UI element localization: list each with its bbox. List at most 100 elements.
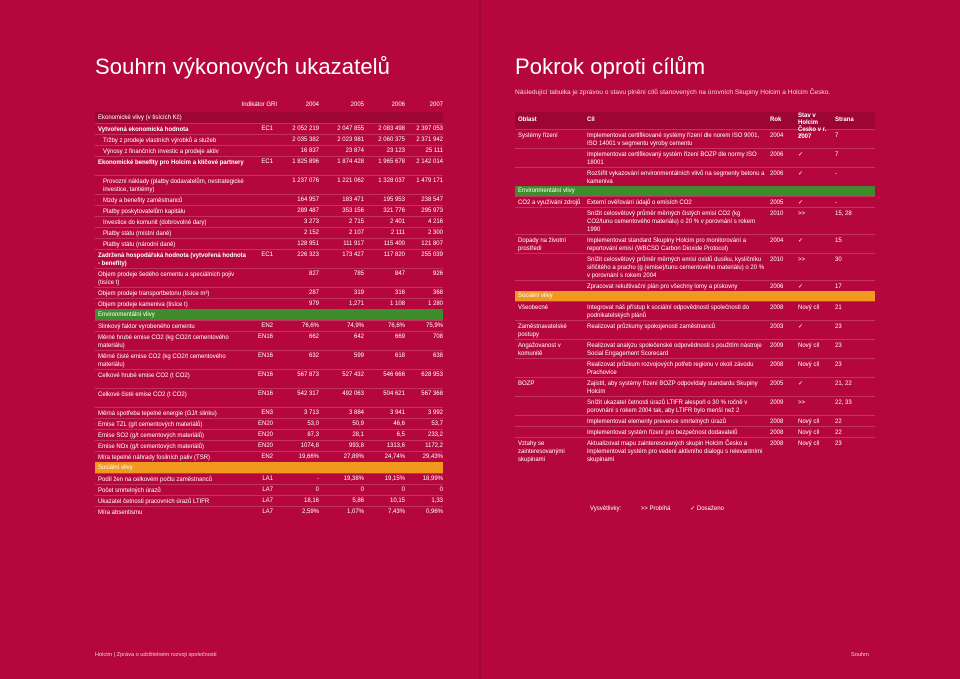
- goal-page: 21, 22: [835, 380, 852, 387]
- header-gri: Indikátor GRI: [241, 102, 277, 108]
- band-label: Sociální vlivy: [518, 292, 553, 299]
- row-label: Environmentální vlivy: [98, 311, 155, 318]
- goal-page: -: [835, 170, 837, 177]
- goal-status: Nový cíl: [798, 429, 820, 436]
- goal-page: 15, 28: [835, 210, 852, 217]
- row-value: 2 152: [303, 230, 319, 236]
- row-value: 0: [315, 487, 319, 493]
- row-label: Počet smrtelných úrazů: [98, 487, 161, 494]
- goal-year: 2008: [770, 361, 784, 368]
- table-row: Platby poskytovatelům kapitálu 289 487 353…: [95, 205, 443, 216]
- goal-text: Zajistit, aby systémy řízení BOZP odpoví…: [587, 380, 758, 395]
- goal-year: 2009: [770, 342, 784, 349]
- row-value: 0,96%: [425, 509, 443, 515]
- table-row: Měrné čisté emise CO2 (kg CO2/t cementov…: [95, 350, 443, 369]
- row-value: 233,2: [427, 432, 443, 438]
- row-value: 1 825 896: [292, 159, 319, 165]
- goal-year: 2008: [770, 440, 784, 447]
- row-value: 27,89%: [343, 454, 364, 460]
- legend-done: ✓ Dosaženo: [690, 506, 724, 512]
- table-row: Objem prodeje kameniva (tisíce t) 979 1,27…: [95, 298, 443, 309]
- row-gri: EN20: [257, 432, 273, 438]
- row-label: Objem prodeje šedého cementu a speciální…: [98, 271, 235, 286]
- row-gri: EC1: [261, 126, 273, 132]
- row-label: Objem prodeje transportbetonu (tisíce m³…: [98, 290, 210, 297]
- row-value: 164 957: [297, 197, 319, 203]
- goal-area: CO2 a využívání zdrojů: [518, 199, 581, 206]
- legend-progress: >> Probíhá: [640, 506, 671, 512]
- goal-status: >>: [798, 210, 806, 217]
- row-value: 25 111: [425, 148, 443, 154]
- right-page: Pokrok oproti cílům Následující tabulka …: [480, 0, 960, 679]
- goal-page: 21: [835, 304, 842, 311]
- row-label: Ukazatel četnosti pracovních úrazů LTIFR: [98, 498, 210, 505]
- row-label: Emise SO2 (g/t cementových materiálů): [98, 432, 205, 439]
- row-label: Mzdy a benefity zaměstnanců: [103, 197, 183, 204]
- header-page: Strana: [835, 117, 854, 123]
- row-value: 5,86: [352, 498, 364, 504]
- goal-text: Rozšířit vykazování environmentálních vl…: [587, 170, 765, 185]
- header-status: Stav v Holcim Česko v r. 2007: [798, 113, 827, 140]
- row-value: 183 471: [342, 197, 364, 203]
- table-row: Emise TZL (g/t cementových materiálů) EN2…: [95, 418, 443, 429]
- row-value: 2 035 382: [292, 137, 319, 143]
- table-row: Počet smrtelných úrazů LA7 0 0 0 0: [95, 484, 443, 495]
- row-gri: EN20: [257, 421, 273, 427]
- row-value: 527 432: [342, 372, 364, 378]
- goals-row: Implementovat systém řízení pro bezpečno…: [515, 426, 875, 437]
- row-value: 1172,2: [425, 443, 443, 449]
- row-value: 111 917: [343, 241, 364, 247]
- goal-area: Systémy řízení: [518, 132, 558, 139]
- row-value: 3 713: [303, 410, 319, 416]
- row-gri: EN16: [257, 372, 273, 378]
- header-year: 2004: [305, 102, 319, 108]
- row-label: Měrné hrubé emise CO2 (kg CO2/t cementov…: [98, 334, 229, 349]
- goal-status: ✓: [798, 132, 804, 139]
- row-label: Podíl žen na celkovém počtu zaměstnanců: [98, 476, 213, 483]
- goal-status: ✓: [798, 323, 804, 330]
- goals-row: Snížit celosvětový průměr měrných čistýc…: [515, 207, 875, 234]
- goals-row: Realizovat průzkum rozvojových potřeb re…: [515, 358, 875, 377]
- row-gri: EN2: [261, 323, 273, 329]
- row-value: 115 400: [383, 241, 405, 247]
- row-value: 618: [394, 353, 405, 359]
- goal-area: Zaměstnavatelské postupy: [518, 323, 567, 338]
- row-value: 1074,8: [300, 443, 319, 449]
- row-value: -: [317, 476, 319, 482]
- row-label: Emise TZL (g/t cementových materiálů): [98, 421, 203, 428]
- section-row: Ekonomické vlivy (v tisících Kč): [95, 112, 443, 123]
- row-value: 642: [353, 334, 364, 340]
- row-value: 29,43%: [422, 454, 443, 460]
- table-row: Ekonomické benefity pro Holcim a klíčové…: [95, 156, 443, 175]
- row-label: Celkové hrubé emise CO2 (t CO2): [98, 372, 190, 379]
- row-label: Platby státu (národní daně): [103, 241, 176, 248]
- row-value: 638: [432, 353, 443, 359]
- goal-area: Všeobecné: [518, 304, 549, 311]
- row-value: 238 547: [421, 197, 443, 203]
- row-value: 1 280: [427, 301, 443, 307]
- row-value: 2 107: [348, 230, 364, 236]
- row-value: 0: [439, 487, 443, 493]
- row-value: 24,74%: [384, 454, 405, 460]
- goal-year: 2010: [770, 210, 784, 217]
- row-value: 785: [353, 271, 364, 277]
- row-value: 1313,6: [386, 443, 405, 449]
- goals-row: Zaměstnavatelské postupy Realizovat průzk…: [515, 320, 875, 339]
- goal-status: Nový cíl: [798, 440, 820, 447]
- row-label: Tržby z prodeje vlastních výrobků a služ…: [103, 137, 217, 144]
- row-value: 669: [394, 334, 405, 340]
- row-value: 16 837: [300, 148, 319, 154]
- row-gri: EN16: [257, 391, 273, 397]
- row-value: 18,99%: [422, 476, 443, 482]
- row-gri: LA7: [262, 498, 273, 504]
- goal-text: Realizovat průzkumy spokojenosti zaměstn…: [587, 323, 716, 330]
- row-value: 2 142 014: [416, 159, 443, 165]
- goal-page: 15: [835, 237, 842, 244]
- row-value: 76,6%: [301, 323, 319, 329]
- row-value: 46,6: [393, 421, 405, 427]
- goal-year: 2009: [770, 399, 784, 406]
- goals-row: Rozšířit vykazování environmentálních vl…: [515, 167, 875, 186]
- goal-year: 2010: [770, 256, 784, 263]
- goal-year: 2008: [770, 429, 784, 436]
- table-row: Ukazatel četnosti pracovních úrazů LTIFR…: [95, 495, 443, 506]
